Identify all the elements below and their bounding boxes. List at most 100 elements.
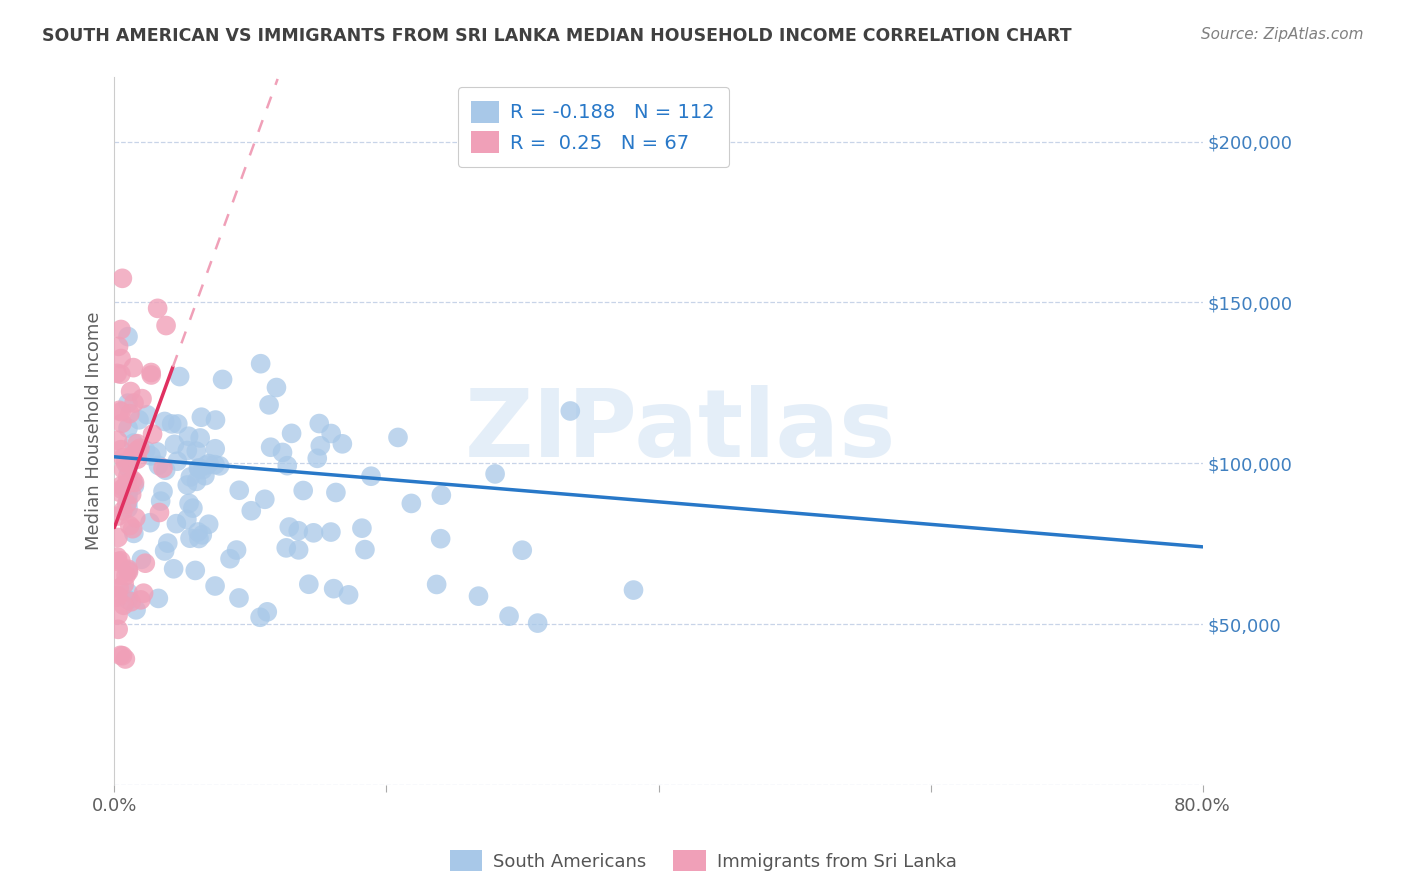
Point xyxy=(141,368,163,382)
Point xyxy=(330,437,353,451)
Point xyxy=(280,426,302,441)
Point xyxy=(112,599,135,613)
Point xyxy=(350,521,373,535)
Point xyxy=(117,484,139,499)
Point xyxy=(152,484,174,499)
Point xyxy=(177,496,200,510)
Point xyxy=(298,577,321,591)
Point xyxy=(266,380,288,394)
Point xyxy=(165,516,187,531)
Point xyxy=(110,554,132,568)
Point xyxy=(132,586,155,600)
Point xyxy=(117,585,139,599)
Point xyxy=(127,452,149,467)
Point xyxy=(114,652,136,666)
Point xyxy=(228,483,250,498)
Point xyxy=(107,588,129,602)
Point xyxy=(148,458,170,473)
Point xyxy=(117,396,139,410)
Point xyxy=(197,517,219,532)
Point xyxy=(139,516,162,530)
Point xyxy=(121,522,143,536)
Point xyxy=(249,357,271,371)
Point xyxy=(111,648,134,663)
Point xyxy=(190,410,212,425)
Point xyxy=(176,443,198,458)
Point xyxy=(155,318,177,333)
Point xyxy=(146,301,169,316)
Text: Source: ZipAtlas.com: Source: ZipAtlas.com xyxy=(1201,27,1364,42)
Point xyxy=(108,568,131,582)
Point xyxy=(115,497,138,511)
Point xyxy=(112,450,135,465)
Point xyxy=(526,616,548,631)
Point xyxy=(110,351,132,366)
Point xyxy=(124,475,146,490)
Point xyxy=(204,458,226,472)
Point xyxy=(117,460,139,475)
Point xyxy=(271,445,294,459)
Point xyxy=(117,593,139,607)
Point xyxy=(287,542,309,557)
Point xyxy=(135,443,157,458)
Point xyxy=(307,451,329,466)
Point xyxy=(337,588,360,602)
Point xyxy=(321,426,343,441)
Point xyxy=(108,485,131,500)
Point xyxy=(354,542,377,557)
Point xyxy=(360,469,382,483)
Point xyxy=(219,551,242,566)
Point xyxy=(163,437,186,451)
Point xyxy=(484,467,506,481)
Point xyxy=(122,448,145,462)
Point xyxy=(186,444,208,458)
Point xyxy=(117,562,139,576)
Point xyxy=(128,413,150,427)
Point xyxy=(129,593,152,607)
Point xyxy=(122,436,145,450)
Point xyxy=(111,417,134,431)
Point xyxy=(287,524,309,538)
Point xyxy=(114,456,136,470)
Point xyxy=(560,404,582,418)
Point xyxy=(160,417,183,431)
Point xyxy=(105,367,128,381)
Point xyxy=(141,427,163,442)
Point xyxy=(121,487,143,501)
Point xyxy=(110,648,132,663)
Point xyxy=(426,577,449,591)
Point xyxy=(117,564,139,578)
Point xyxy=(125,603,148,617)
Point xyxy=(162,562,184,576)
Point xyxy=(401,496,423,510)
Point xyxy=(302,525,325,540)
Point xyxy=(107,623,129,637)
Y-axis label: Median Household Income: Median Household Income xyxy=(86,312,103,550)
Point xyxy=(110,368,132,382)
Point xyxy=(105,591,128,605)
Point xyxy=(112,462,135,476)
Point xyxy=(249,610,271,624)
Point xyxy=(225,543,247,558)
Point xyxy=(120,595,142,609)
Text: ZIPatlas: ZIPatlas xyxy=(464,385,896,477)
Point xyxy=(177,429,200,443)
Point xyxy=(131,552,153,566)
Text: SOUTH AMERICAN VS IMMIGRANTS FROM SRI LANKA MEDIAN HOUSEHOLD INCOME CORRELATION : SOUTH AMERICAN VS IMMIGRANTS FROM SRI LA… xyxy=(42,27,1071,45)
Point xyxy=(122,396,145,410)
Point xyxy=(111,271,134,285)
Point xyxy=(129,441,152,455)
Point xyxy=(121,473,143,487)
Point xyxy=(387,430,409,444)
Point xyxy=(111,504,134,518)
Point xyxy=(139,449,162,463)
Point xyxy=(155,463,177,477)
Point xyxy=(112,577,135,591)
Point xyxy=(204,413,226,427)
Point xyxy=(110,322,132,336)
Point xyxy=(118,407,141,421)
Point xyxy=(228,591,250,605)
Point xyxy=(110,442,132,457)
Point xyxy=(276,458,298,473)
Point xyxy=(149,494,172,508)
